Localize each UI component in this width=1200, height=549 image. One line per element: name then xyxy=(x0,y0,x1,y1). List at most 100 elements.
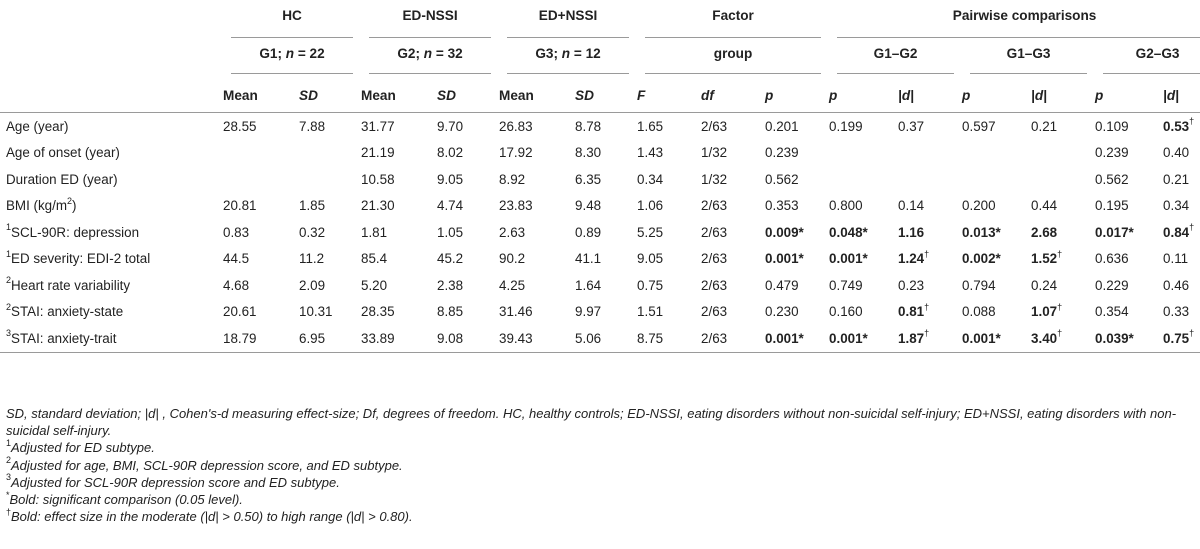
column-header: df xyxy=(701,78,766,113)
cell-value: 0.34 xyxy=(1163,198,1190,214)
table-cell: 0.53† xyxy=(1163,113,1200,140)
table-cell: 0.34 xyxy=(1163,193,1200,220)
table-cell: 0.44 xyxy=(1031,193,1095,220)
cell-value: 21.19 xyxy=(361,145,395,161)
table-cell: 1.52† xyxy=(1031,246,1095,273)
footnote: *Bold: significant comparison (0.05 leve… xyxy=(6,490,1196,508)
cell-value: 0.001* xyxy=(829,330,868,346)
cell-value: 0.239 xyxy=(765,145,799,161)
row-label-footnote-mark: 1 xyxy=(6,248,12,259)
cell-value: 0.009* xyxy=(765,224,804,240)
table-cell: 9.70 xyxy=(437,113,499,140)
cell-value: 26.83 xyxy=(499,118,533,134)
footnote-text: Adjusted for age, BMI, SCL-90R depressio… xyxy=(11,457,403,473)
table-cell: 0.479 xyxy=(765,272,829,299)
cell-value: 17.92 xyxy=(499,145,533,161)
subgroup-group: group xyxy=(637,42,829,78)
table-cell: 0.75 xyxy=(637,272,701,299)
footnote-mark: 1 xyxy=(6,438,12,449)
dagger-mark: † xyxy=(1189,328,1195,339)
table-cell: 0.001* xyxy=(829,246,898,273)
row-label-superscript: 2 xyxy=(67,195,73,206)
table-body: Age (year) 28.55 7.88 31.77 9.70 26.83 8.78 1.6… xyxy=(0,113,1200,353)
cell-value: 28.55 xyxy=(223,118,257,134)
table-row: Age (year) 28.55 7.88 31.77 9.70 26.83 8.78 1.6… xyxy=(0,113,1200,140)
table-cell: 0.24 xyxy=(1031,272,1095,299)
table-cell: 5.06 xyxy=(575,325,638,353)
group-label: HC xyxy=(282,8,302,23)
table-cell: 90.2 xyxy=(499,246,575,273)
cell-value: 4.74 xyxy=(437,198,464,214)
cell-value: 5.25 xyxy=(637,224,664,240)
table-cell: 1.24† xyxy=(898,246,962,273)
cell-value: 2.68 xyxy=(1031,224,1058,240)
cell-value: 23.83 xyxy=(499,198,533,214)
table-cell: 5.20 xyxy=(361,272,437,299)
cell-value: 0.749 xyxy=(829,277,863,293)
dagger-mark: † xyxy=(1189,222,1195,233)
footnote-text: Adjusted for ED subtype. xyxy=(11,440,155,456)
table-cell: 10.58 xyxy=(361,166,437,193)
table-cell: 0.562 xyxy=(1095,166,1163,193)
table-cell: 0.83 xyxy=(223,219,299,246)
table-cell: 0.001* xyxy=(765,246,829,273)
row-label-text: Heart rate variability xyxy=(11,277,131,293)
table-cell: 20.61 xyxy=(223,299,299,326)
table-cell: 9.48 xyxy=(575,193,637,220)
subgroup-g1-g3: G1–G3 xyxy=(962,42,1095,78)
table-cell: 0.636 xyxy=(1095,246,1163,273)
row-label: 3STAI: anxiety-trait xyxy=(0,325,223,353)
cell-value: 1.07 xyxy=(1031,304,1058,320)
table-cell: 10.31 xyxy=(299,299,361,326)
table-cell: 45.2 xyxy=(437,246,499,273)
cell-value: 0.562 xyxy=(765,171,799,187)
cell-value: 0.229 xyxy=(1095,277,1129,293)
table-cell: 5.25 xyxy=(637,219,701,246)
table-cell: 0.009* xyxy=(765,219,829,246)
table-cell: 0.160 xyxy=(829,299,898,326)
column-header: SD xyxy=(575,78,638,113)
cell-value: 6.35 xyxy=(575,171,602,187)
table-cell: 0.199 xyxy=(829,113,898,140)
cell-value: 0.013* xyxy=(962,224,1001,240)
row-label-text: Duration ED (year) xyxy=(6,171,118,187)
table-cell: 0.239 xyxy=(765,140,829,167)
row-label: BMI (kg/m2) xyxy=(0,193,223,220)
cell-value: 3.40 xyxy=(1031,330,1058,346)
table-cell xyxy=(223,140,299,167)
cell-value: 0.160 xyxy=(829,304,863,320)
cell-value: 10.58 xyxy=(361,171,395,187)
table-row: 1ED severity: EDI-2 total 44.5 11.2 85.4 45.… xyxy=(0,246,1200,273)
table-cell: 8.78 xyxy=(575,113,637,140)
table-cell: 1.85 xyxy=(299,193,361,220)
cell-value: 0.81 xyxy=(898,304,925,320)
cell-value: 0.75 xyxy=(1163,330,1190,346)
dagger-mark: † xyxy=(924,301,930,312)
n-value: = 12 xyxy=(570,46,601,61)
table-cell: 2.68 xyxy=(1031,219,1095,246)
table-cell: 0.81† xyxy=(898,299,962,326)
table-cell: 9.05 xyxy=(637,246,701,273)
subgroup-label: G3; xyxy=(535,46,562,61)
subgroup-g1-g2: G1–G2 xyxy=(829,42,962,78)
table-cell: 11.2 xyxy=(299,246,361,273)
footnote: †Bold: effect size in the moderate (|d| … xyxy=(6,507,1196,525)
cell-value: 1.64 xyxy=(575,277,602,293)
table-cell: 6.95 xyxy=(299,325,362,353)
table-cell: 1.81 xyxy=(361,219,437,246)
cell-value: 1.52 xyxy=(1031,251,1058,267)
cell-value: 2/63 xyxy=(701,251,728,267)
cell-value: 0.039* xyxy=(1095,330,1134,346)
results-table: HC ED-NSSI ED+NSSI Factor Pairwise compa… xyxy=(0,4,1200,353)
column-header: p xyxy=(1095,78,1164,113)
cell-value: 11.2 xyxy=(299,251,325,267)
cell-value: 8.85 xyxy=(437,304,464,320)
table-cell: 0.21 xyxy=(1031,113,1095,140)
cell-value: 0.199 xyxy=(829,118,863,134)
cell-value: 0.048* xyxy=(829,224,868,240)
cell-value: 9.97 xyxy=(575,304,602,320)
row-label: Age (year) xyxy=(0,113,223,140)
cell-value: 0.75 xyxy=(637,277,664,293)
table-cell: 1.65 xyxy=(637,113,701,140)
